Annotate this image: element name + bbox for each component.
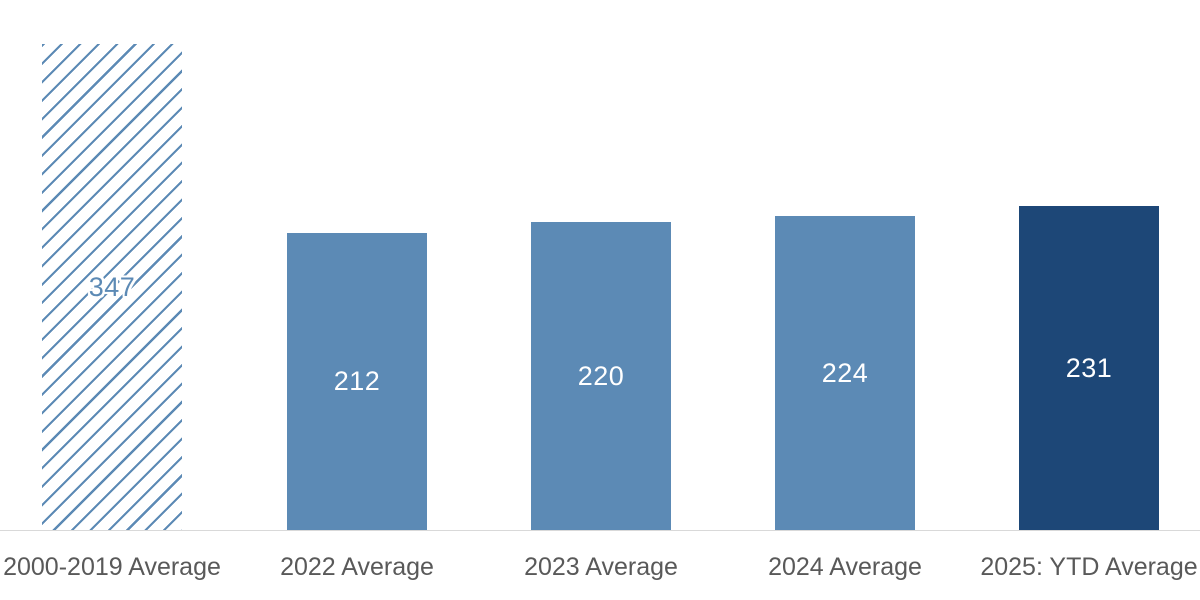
- bar-value-label: 212: [333, 366, 381, 396]
- category-label: 2024 Average: [768, 553, 922, 581]
- bar: 231: [1019, 206, 1159, 530]
- x-axis-line: [0, 530, 1200, 531]
- bar: 347: [42, 44, 182, 530]
- category-label: 2023 Average: [524, 553, 678, 581]
- bar-value-label: 220: [577, 360, 625, 391]
- category-label: 2022 Average: [280, 553, 434, 581]
- bar-value-label: 231: [1065, 352, 1113, 383]
- category-label: 2025: YTD Average: [980, 553, 1198, 581]
- bar: 212: [287, 233, 427, 530]
- bar-value-label: 224: [821, 357, 869, 388]
- bar: 224: [775, 216, 915, 530]
- category-label: 2000-2019 Average: [3, 553, 221, 581]
- bar: 220: [531, 222, 671, 530]
- bar-value-label: 347: [88, 271, 136, 302]
